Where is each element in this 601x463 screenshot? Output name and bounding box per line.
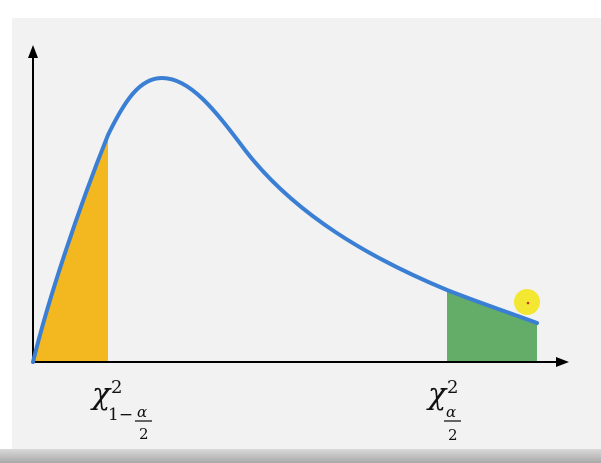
y-axis-arrow	[28, 45, 38, 58]
svg-text:χ: χ	[426, 377, 448, 412]
cursor-highlight	[514, 289, 540, 315]
left-tail-region	[33, 135, 108, 362]
slide-panel	[12, 18, 601, 451]
svg-text:χ: χ	[90, 377, 112, 412]
svg-text:2: 2	[111, 377, 122, 398]
svg-text:2: 2	[139, 425, 149, 443]
x-axis-arrow	[556, 357, 569, 367]
video-control-bar[interactable]	[0, 449, 601, 463]
svg-text:α: α	[137, 403, 147, 421]
chi-square-density-curve	[31, 75, 539, 364]
svg-text:2: 2	[448, 426, 458, 444]
svg-text:α: α	[446, 403, 456, 421]
right-critical-value-label: χ 2 α 2	[426, 377, 461, 444]
cursor-dot	[526, 301, 530, 305]
right-tail-region	[447, 290, 537, 362]
left-critical-value-label: χ 2 1− α 2	[90, 377, 152, 443]
svg-text:1−: 1−	[108, 405, 133, 425]
svg-text:2: 2	[447, 377, 458, 398]
